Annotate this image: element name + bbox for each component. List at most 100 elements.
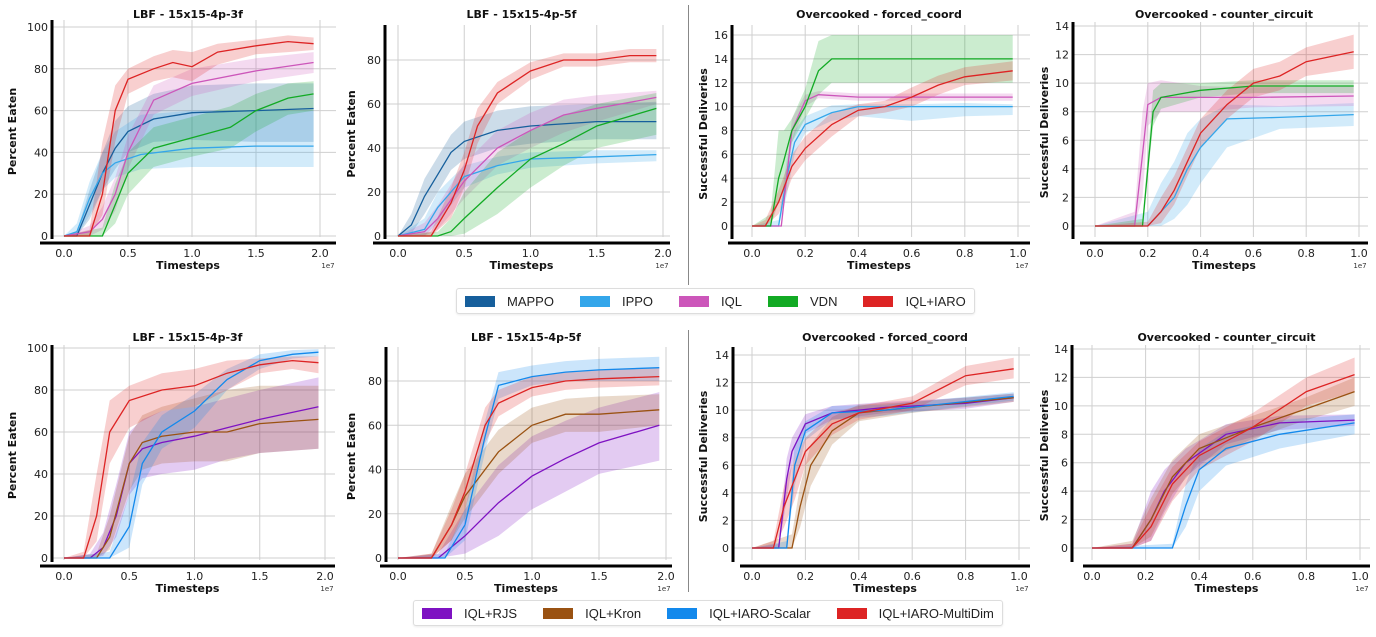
- y-tick-label: 12: [715, 377, 729, 390]
- x-tick-label: 2.0: [654, 247, 672, 260]
- y-tick-label: 4: [721, 172, 728, 185]
- x-tick-label: 0.6: [903, 570, 921, 583]
- x-tick-label: 0.4: [1190, 570, 1208, 583]
- x-scale-label: 1e7: [1353, 262, 1366, 270]
- legend-label: IQL+Kron: [585, 605, 642, 621]
- legend-swatch: [465, 295, 495, 307]
- legend-label: IQL+IARO-Scalar: [709, 605, 811, 621]
- series-line-3: [752, 70, 1013, 227]
- y-tick-label: 40: [368, 464, 382, 477]
- x-tick-label: 0.6: [1244, 570, 1262, 583]
- series-band-4: [64, 35, 314, 237]
- y-axis-label: Percent Eaten: [345, 413, 358, 500]
- y-tick-label: 100: [27, 21, 48, 34]
- series-band-1: [64, 385, 319, 558]
- legend-label: IQL+IARO-MultiDim: [878, 605, 994, 621]
- y-tick-label: 60: [368, 419, 382, 432]
- y-tick-label: 6: [1062, 134, 1069, 147]
- legend-item-iql: IQL: [679, 294, 742, 309]
- x-tick-label: 0.0: [389, 247, 407, 260]
- panel-7: 0 2 4 6 8 10 12 14 0.0 0.2 0.4 0.6 0.8 1.0 Overcooked …: [1038, 331, 1370, 595]
- y-axis-label: Successful Deliveries: [1038, 66, 1051, 198]
- x-tick-label: 0.2: [1139, 247, 1157, 260]
- y-tick-label: 60: [34, 105, 48, 118]
- x-tick-label: 0.8: [957, 570, 975, 583]
- chart-title: LBF - 15x15-4p-5f: [467, 8, 577, 21]
- series-band-3: [398, 367, 660, 558]
- x-tick-label: 0.5: [456, 247, 474, 260]
- y-tick-label: 4: [1062, 163, 1069, 176]
- series-band-4: [398, 49, 657, 236]
- legend-bottom: IQL+RJS IQL+Kron IQL+IARO-Scalar IQL+IAR…: [413, 600, 1003, 626]
- series-band-0: [398, 392, 660, 558]
- y-tick-label: 10: [715, 404, 729, 417]
- x-tick-label: 1.0: [1350, 247, 1368, 260]
- x-tick-label: 0.8: [956, 247, 974, 260]
- legend-item-iql-iaro: IQL+IARO: [863, 294, 966, 309]
- y-tick-label: 14: [1054, 343, 1068, 356]
- x-tick-label: 1.0: [183, 247, 201, 260]
- x-tick-label: 0.0: [55, 247, 73, 260]
- x-tick-label: 1.0: [523, 570, 541, 583]
- series-line-2: [64, 351, 319, 559]
- x-scale-label: 1e7: [655, 262, 668, 270]
- x-tick-label: 0.5: [121, 570, 139, 583]
- series-line-0: [752, 105, 1013, 227]
- series-line-3: [1092, 373, 1355, 549]
- x-axis-label: Timesteps: [1192, 259, 1256, 272]
- y-tick-label: 80: [368, 375, 382, 388]
- y-tick-label: 14: [714, 53, 728, 66]
- legend-item-mappo: MAPPO: [465, 294, 554, 309]
- divider-bottom: [688, 330, 689, 592]
- series-band-0: [398, 101, 657, 236]
- series-band-3: [64, 81, 314, 236]
- series-line-2: [752, 395, 1014, 549]
- series-line-0: [397, 120, 657, 237]
- legend-label: MAPPO: [507, 293, 554, 309]
- legend-swatch: [863, 295, 894, 307]
- series-band-2: [398, 356, 660, 558]
- legend-item-vdn: VDN: [768, 294, 837, 309]
- chart-title: Overcooked - counter_circuit: [1137, 331, 1315, 344]
- panel-3: 0 2 4 6 8 10 12 14 0.0 0.2 0.4 0.6 0.8 1.0 Overcooked …: [1038, 8, 1368, 272]
- legend-item-iql-iaro-multidim: IQL+IARO-MultiDim: [836, 605, 994, 621]
- x-tick-label: 1.0: [1009, 247, 1027, 260]
- x-tick-label: 0.0: [1086, 247, 1104, 260]
- x-tick-label: 0.0: [389, 570, 407, 583]
- y-tick-label: 6: [1061, 457, 1068, 470]
- y-tick-label: 80: [367, 54, 381, 67]
- x-tick-label: 0.6: [1245, 247, 1263, 260]
- x-tick-label: 1.5: [251, 570, 269, 583]
- x-scale-label: 1e7: [1015, 585, 1028, 593]
- series-band-3: [1092, 357, 1355, 548]
- x-scale-label: 1e7: [1355, 585, 1368, 593]
- series-line-3: [398, 107, 657, 237]
- legend-swatch: [579, 295, 610, 307]
- y-tick-label: 80: [34, 384, 48, 397]
- y-tick-label: 80: [34, 63, 48, 76]
- x-axis-label: Timesteps: [853, 582, 917, 595]
- y-tick-label: 0: [41, 552, 48, 565]
- series-band-2: [398, 90, 657, 236]
- x-tick-label: 2.0: [316, 570, 334, 583]
- x-axis-label: Timesteps: [490, 259, 554, 272]
- y-tick-label: 16: [714, 29, 728, 42]
- series-band-3: [752, 61, 1013, 226]
- y-tick-label: 12: [1055, 49, 1069, 62]
- series-band-1: [64, 110, 314, 236]
- y-tick-label: 0: [375, 552, 382, 565]
- x-tick-label: 0.2: [796, 247, 814, 260]
- y-tick-label: 4: [722, 487, 729, 500]
- series-line-2: [397, 96, 657, 237]
- x-axis-label: Timesteps: [156, 582, 220, 595]
- y-tick-label: 8: [1062, 106, 1069, 119]
- x-tick-label: 0.8: [1298, 570, 1316, 583]
- series-band-0: [1095, 103, 1354, 226]
- legend-swatch: [667, 607, 698, 619]
- y-tick-label: 8: [721, 125, 728, 138]
- x-tick-label: 0.6: [903, 247, 921, 260]
- y-tick-label: 40: [367, 142, 381, 155]
- y-tick-label: 20: [34, 510, 48, 523]
- y-tick-label: 10: [714, 101, 728, 114]
- y-tick-label: 6: [721, 148, 728, 161]
